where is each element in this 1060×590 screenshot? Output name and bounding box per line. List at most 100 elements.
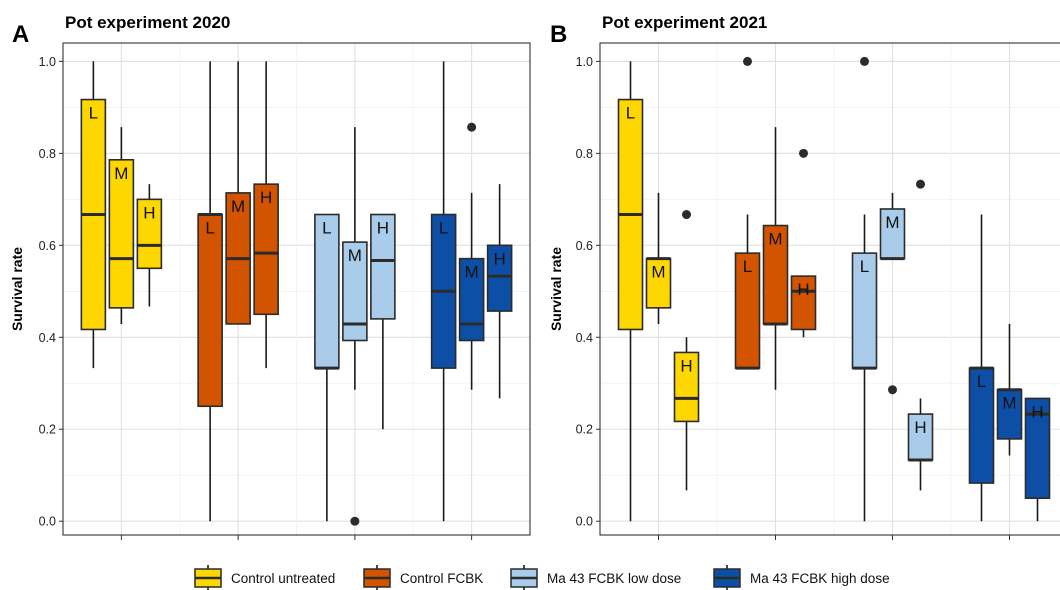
boxplot: M (342, 127, 368, 526)
box-iqr (851, 252, 878, 369)
y-tick-label: 0.4 (576, 331, 593, 345)
boxplot: L (734, 56, 761, 370)
box-iqr (734, 252, 761, 369)
y-tick-label: 0.0 (576, 515, 593, 529)
panel-border (62, 42, 531, 536)
outlier-point (467, 122, 477, 132)
y-axis-title: Survival rate (9, 247, 25, 331)
boxplot: H (486, 184, 513, 399)
outlier-point (860, 56, 869, 66)
box-iqr (370, 213, 396, 320)
panel-title: Pot experiment 2020 (65, 13, 230, 32)
box-iqr (108, 158, 135, 309)
panel-letter: B (550, 21, 567, 48)
box-iqr (645, 257, 672, 309)
legend-label: Control FCBK (400, 571, 483, 586)
boxplot: M (762, 127, 789, 390)
legend-item: Control FCBK (363, 565, 483, 590)
outlier-point (350, 516, 360, 526)
boxplot: L (617, 61, 644, 522)
dose-label: M (1002, 394, 1016, 413)
box-iqr (253, 183, 279, 316)
dose-label: H (260, 188, 272, 207)
box-iqr (879, 208, 906, 260)
y-tick-label: 0.8 (39, 147, 56, 161)
dose-label: L (743, 257, 752, 276)
legend-label: Ma 43 FCBK high dose (750, 571, 890, 586)
dose-label: H (493, 249, 505, 268)
y-tick-label: 0.0 (39, 515, 56, 529)
y-tick-label: 0.2 (576, 423, 593, 437)
y-axis: 0.0 0.2 0.4 0.6 0.8 1.0 (576, 55, 600, 529)
boxplot: L (430, 61, 457, 522)
dose-label: M (231, 197, 245, 216)
dose-label: M (465, 263, 479, 282)
dose-label: H (1031, 402, 1043, 421)
box-iqr (486, 244, 513, 312)
boxplot: M (225, 61, 251, 325)
dose-label: L (977, 372, 986, 391)
boxplot: L (851, 56, 878, 522)
outlier-point (888, 385, 897, 395)
dose-label: M (768, 230, 782, 249)
box-iqr (197, 213, 223, 408)
outlier-point (682, 210, 691, 220)
panel-letter: A (12, 21, 29, 48)
box-iqr (673, 351, 700, 423)
y-tick-label: 0.4 (39, 331, 56, 345)
dose-label: H (797, 280, 809, 299)
y-tick-label: 0.2 (39, 423, 56, 437)
boxplot: M (996, 323, 1023, 456)
panel-a: A Pot experiment 2020 0.0 0.2 0.4 0.6 0.8 1.0 Su… (9, 13, 531, 540)
legend: Control untreated Control FCBK Ma 43 FCBK … (194, 565, 890, 590)
dose-label: L (626, 104, 635, 123)
dose-label: M (885, 213, 899, 232)
boxplot: L (80, 61, 107, 369)
boxplot: M (879, 192, 906, 395)
legend-label: Control untreated (231, 571, 335, 586)
dose-label: H (377, 219, 389, 238)
outlier-point (799, 148, 808, 158)
boxplot: L (968, 214, 995, 522)
box-iqr (968, 367, 995, 484)
outlier-point (743, 56, 752, 66)
boxplot: H (1024, 397, 1051, 522)
dose-label: M (651, 263, 665, 282)
box-iqr (458, 257, 485, 342)
legend-item: Ma 43 FCBK high dose (713, 565, 890, 590)
boxplot: L (314, 213, 340, 522)
box-iqr (314, 213, 340, 369)
boxplot: L (197, 61, 223, 522)
dose-label: L (322, 219, 331, 238)
legend-item: Control untreated (194, 565, 335, 590)
y-tick-label: 1.0 (576, 55, 593, 69)
y-tick-label: 0.6 (576, 239, 593, 253)
dose-label: H (914, 418, 926, 437)
dose-label: L (860, 257, 869, 276)
y-tick-label: 0.8 (576, 147, 593, 161)
boxplot: M (108, 127, 135, 324)
legend-item: Ma 43 FCBK low dose (510, 565, 681, 590)
boxplot: H (673, 210, 700, 491)
box-iqr (136, 198, 163, 270)
panel-title: Pot experiment 2021 (602, 13, 767, 32)
dose-label: H (143, 203, 155, 222)
boxplot: M (458, 122, 485, 390)
dose-label: L (89, 104, 98, 123)
boxplot: H (253, 61, 279, 369)
y-axis: 0.0 0.2 0.4 0.6 0.8 1.0 (39, 55, 63, 529)
boxplot: H (907, 179, 934, 491)
dose-label: L (439, 219, 448, 238)
box-iqr (790, 275, 817, 331)
boxplot: H (790, 148, 817, 338)
boxplot: H (370, 213, 396, 430)
y-tick-label: 0.6 (39, 239, 56, 253)
outlier-point (916, 179, 925, 189)
dose-label: H (680, 356, 692, 375)
boxplot: M (645, 192, 672, 324)
y-tick-label: 1.0 (39, 55, 56, 69)
dose-label: M (114, 164, 128, 183)
